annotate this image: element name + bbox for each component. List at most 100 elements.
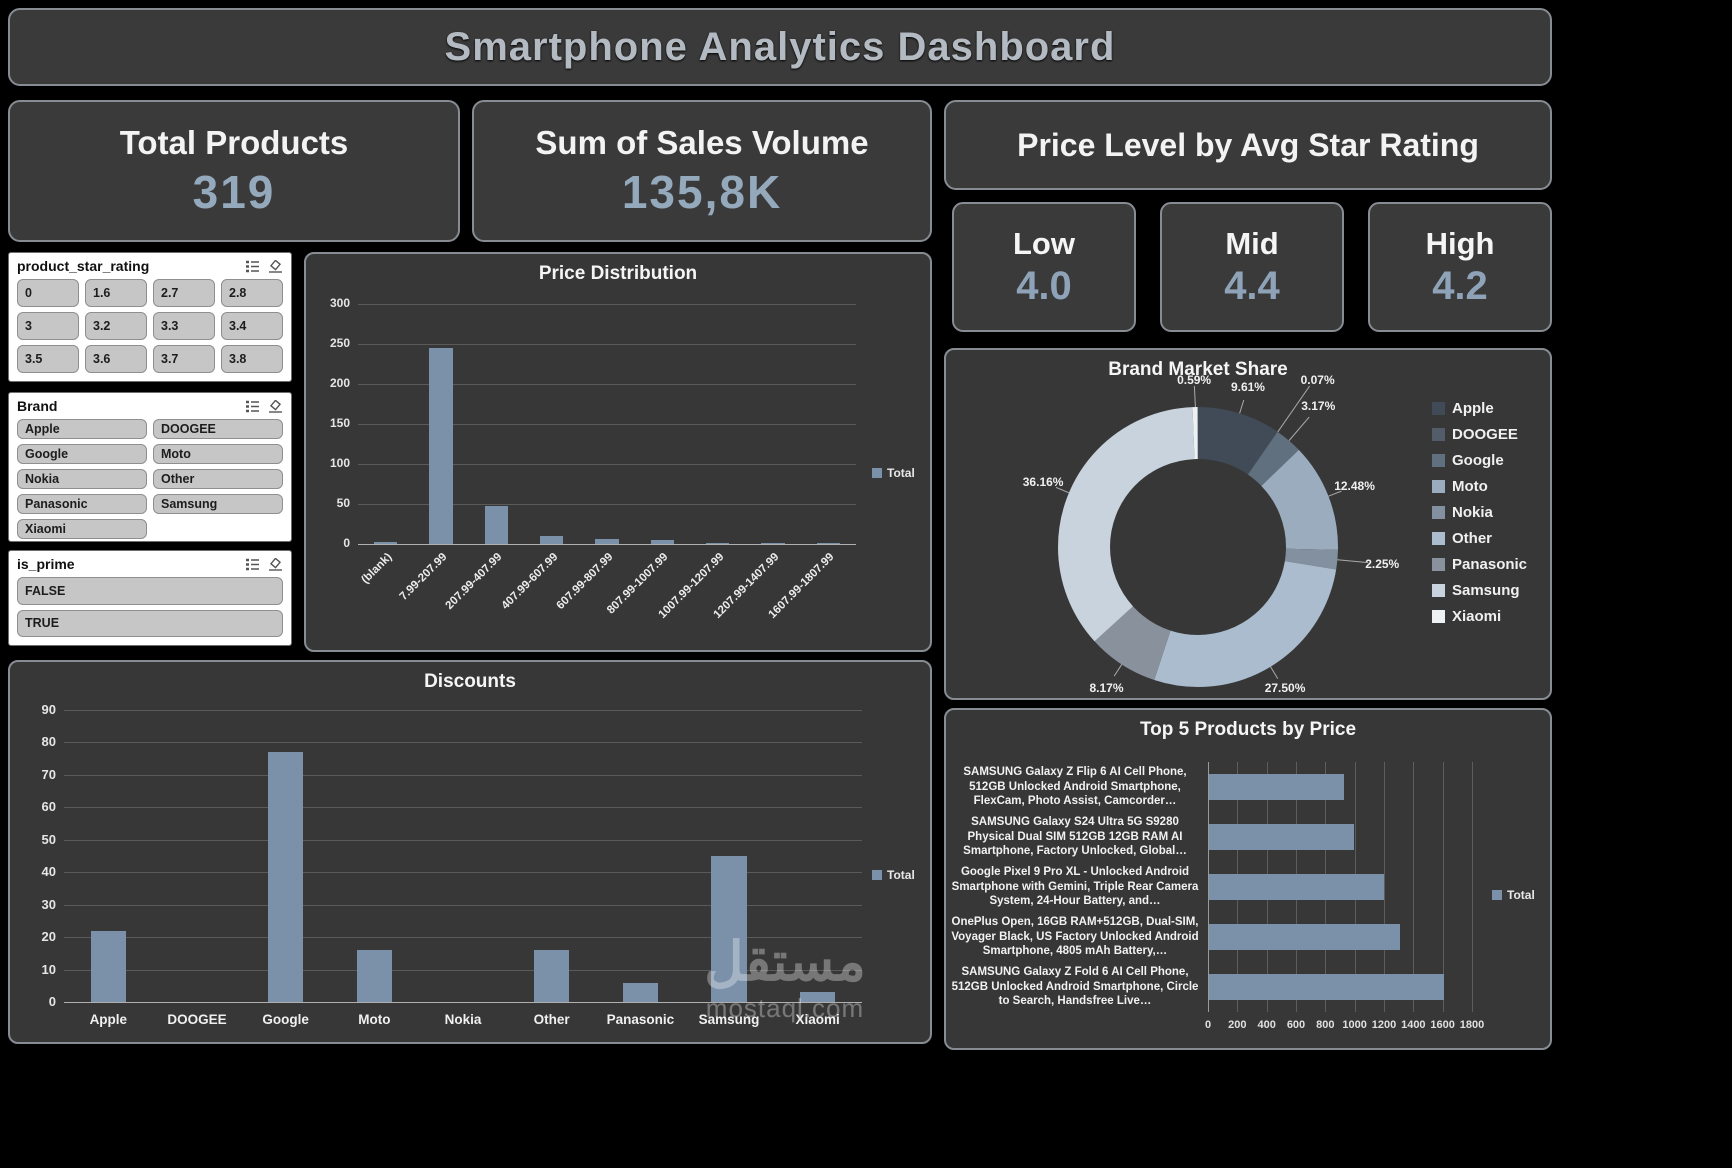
legend-label: Total: [1507, 888, 1535, 902]
slice-percent-label: 9.61%: [1230, 379, 1265, 394]
bar-product-2[interactable]: [1209, 824, 1355, 850]
slicer-option-Apple[interactable]: Apple: [17, 419, 147, 439]
bar-product-1[interactable]: [1209, 774, 1344, 800]
slice-percent-label: 0.07%: [1300, 373, 1335, 387]
bar-207.99-407.99[interactable]: [484, 506, 508, 544]
discounts-legend[interactable]: Total: [872, 868, 915, 882]
y-axis-tick: 150: [329, 416, 350, 430]
slicer-option-1.6[interactable]: 1.6: [85, 279, 147, 307]
slicer-option-TRUE[interactable]: TRUE: [17, 609, 283, 637]
legend-item-Samsung[interactable]: Samsung: [1432, 582, 1527, 599]
y-axis-tick: 60: [41, 799, 56, 815]
select-all-icon[interactable]: [245, 400, 260, 413]
clear-filter-icon[interactable]: [268, 399, 283, 413]
bar-7.99-207.99[interactable]: [429, 348, 453, 544]
dashboard-title: Smartphone Analytics Dashboard: [444, 24, 1116, 69]
slicer-option-Nokia[interactable]: Nokia: [17, 469, 147, 489]
x-axis-label: 7.99-207.99: [397, 551, 450, 603]
bar-Moto[interactable]: [356, 950, 393, 1002]
legend-item-Google[interactable]: Google: [1432, 452, 1527, 469]
x-axis-label: 1607.99-1807.99: [766, 551, 837, 621]
gridline: [358, 384, 856, 385]
slicer-option-3[interactable]: 3: [17, 312, 79, 340]
donut-slice-Moto[interactable]: [1058, 407, 1338, 687]
slicer-option-FALSE[interactable]: FALSE: [17, 577, 283, 605]
bar-Apple[interactable]: [90, 930, 127, 1002]
dashboard-title-bar: Smartphone Analytics Dashboard: [8, 8, 1552, 86]
slicer-option-3.6[interactable]: 3.6: [85, 345, 147, 373]
bar-Other[interactable]: [533, 950, 570, 1002]
legend-item-Other[interactable]: Other: [1432, 530, 1527, 547]
slicer-option-Google[interactable]: Google: [17, 444, 147, 464]
legend-item-Xiaomi[interactable]: Xiaomi: [1432, 608, 1527, 625]
bar-Panasonic[interactable]: [622, 982, 659, 1002]
legend-item-Moto[interactable]: Moto: [1432, 478, 1527, 495]
top5-legend[interactable]: Total: [1492, 888, 1535, 902]
brand-market-share-legend: Apple DOOGEE Google Moto Nokia Other Panasonic…: [1432, 400, 1527, 625]
bar-1207.99-1407.99[interactable]: [761, 543, 785, 544]
gridline: [1442, 762, 1444, 1012]
bar-407.99-607.99[interactable]: [540, 536, 564, 544]
slicer-option-3.2[interactable]: 3.2: [85, 312, 147, 340]
slicer-option-Other[interactable]: Other: [153, 469, 283, 489]
discounts-plot: 0 10 20 30 40 50 60 70 80 90 Apple DOOGEE Google Moto…: [16, 702, 872, 1038]
slicer-option-2.7[interactable]: 2.7: [153, 279, 215, 307]
slice-percent-label: 8.17%: [1089, 680, 1124, 695]
legend-swatch: [1432, 506, 1445, 519]
bar-product-3[interactable]: [1209, 874, 1384, 900]
gridline: [1384, 762, 1385, 1012]
price-level-header-label: Price Level by Avg Star Rating: [1017, 126, 1479, 163]
legend-swatch: [1432, 480, 1445, 493]
y-axis-tick: 90: [41, 702, 56, 717]
bar-807.99-1007.99[interactable]: [650, 540, 674, 544]
bar-1607.99-1807.99[interactable]: [816, 543, 840, 544]
bar-Xiaomi[interactable]: [799, 992, 836, 1002]
clear-filter-icon[interactable]: [268, 557, 283, 571]
slicer-option-DOOGEE[interactable]: DOOGEE: [153, 419, 283, 439]
kpi-sales-volume-card: Sum of Sales Volume 135,8K: [472, 100, 932, 242]
slicer-option-3.3[interactable]: 3.3: [153, 312, 215, 340]
slicer-option-3.5[interactable]: 3.5: [17, 345, 79, 373]
bar-Samsung[interactable]: [711, 856, 747, 1002]
slicer-option-3.7[interactable]: 3.7: [153, 345, 215, 373]
select-all-icon[interactable]: [245, 558, 260, 571]
slicer-option-Panasonic[interactable]: Panasonic: [17, 494, 147, 514]
bar-1007.99-1207.99[interactable]: [706, 543, 730, 544]
x-axis-tick: 0: [1204, 1019, 1212, 1031]
bar-(blank)[interactable]: [374, 541, 398, 544]
donut-slice-Xiaomi[interactable]: [1058, 407, 1338, 687]
bar-product-5[interactable]: [1209, 974, 1444, 1000]
price-level-low-card: Low 4.0: [952, 202, 1136, 332]
legend-item-DOOGEE[interactable]: DOOGEE: [1432, 426, 1527, 443]
slicer-option-Xiaomi[interactable]: Xiaomi: [17, 519, 147, 539]
clear-filter-icon[interactable]: [268, 259, 283, 273]
bar-product-4[interactable]: [1209, 924, 1400, 950]
x-axis-label: Apple: [89, 1012, 128, 1027]
slicer-option-3.8[interactable]: 3.8: [221, 345, 283, 373]
bar-Google[interactable]: [267, 752, 304, 1002]
legend-swatch: [1432, 428, 1445, 441]
legend-item-Nokia[interactable]: Nokia: [1432, 504, 1527, 521]
slicer-option-Moto[interactable]: Moto: [153, 444, 283, 464]
x-axis-label: 1007.99-1207.99: [656, 551, 727, 621]
kpi-total-products-label: Total Products: [119, 123, 349, 161]
bar-607.99-807.99[interactable]: [595, 539, 619, 544]
slice-percent-label: 2.25%: [1365, 556, 1400, 571]
legend-item-Panasonic[interactable]: Panasonic: [1432, 556, 1527, 573]
legend-swatch: [1432, 558, 1445, 571]
high-value: 4.2: [1432, 263, 1488, 308]
donut-slice-Other[interactable]: [1058, 407, 1338, 687]
legend-item-Apple[interactable]: Apple: [1432, 400, 1527, 417]
slicer-option-0[interactable]: 0: [17, 279, 79, 307]
donut-slice-Samsung[interactable]: [1058, 407, 1338, 687]
gridline: [358, 544, 856, 545]
y-axis-tick: 300: [329, 296, 350, 310]
x-axis-label: 207.99-407.99: [443, 551, 505, 612]
slicer-option-3.4[interactable]: 3.4: [221, 312, 283, 340]
select-all-icon[interactable]: [245, 260, 260, 273]
slicer-option-Samsung[interactable]: Samsung: [153, 494, 283, 514]
top5-products-plot: 0 200 400 600 800 1000 1200 1400 1600 1800 SAMSUNG…: [946, 748, 1546, 1048]
slicer-option-2.8[interactable]: 2.8: [221, 279, 283, 307]
slicer-header: is_prime: [9, 551, 291, 573]
price-distribution-legend[interactable]: Total: [872, 466, 915, 480]
